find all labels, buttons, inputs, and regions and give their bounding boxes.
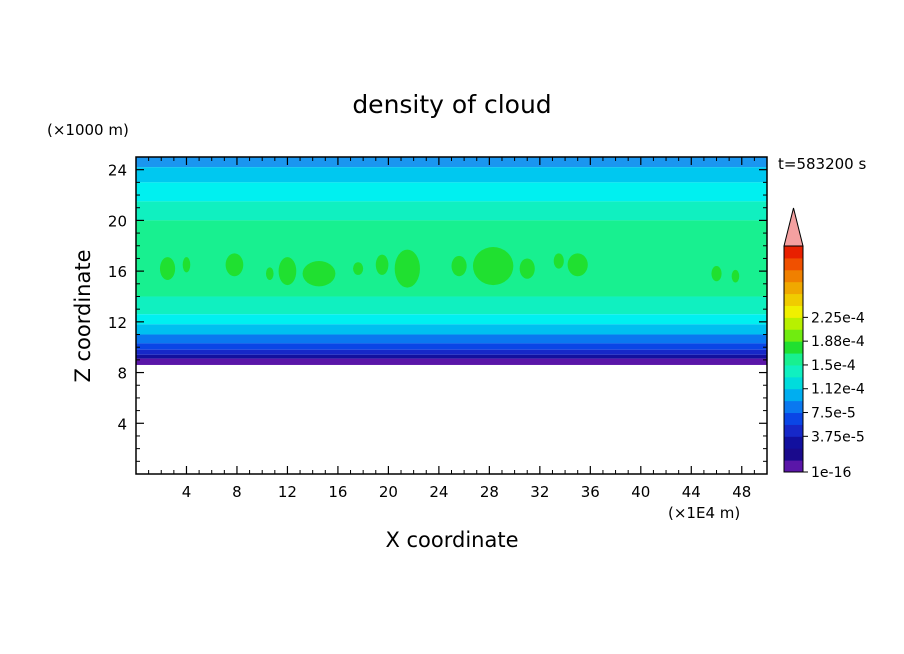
- cloud-patch-13: [567, 253, 588, 277]
- cloud-patch-14: [711, 266, 722, 282]
- cloud-patch-1: [182, 257, 191, 273]
- contour-band-6: [136, 314, 767, 325]
- colorbar-swatch-16: [784, 269, 803, 283]
- y-axis-label: Z coordinate: [71, 249, 95, 382]
- colorbar-swatch-17: [784, 257, 803, 271]
- colorbar-swatch-12: [784, 317, 803, 330]
- contour-band-0: [136, 157, 767, 168]
- colorbar-frame: [783, 245, 804, 473]
- x-tick-label: 12: [278, 483, 297, 501]
- colorbar-label: 1.5e-4: [811, 358, 856, 374]
- chart-title: density of cloud: [352, 90, 551, 119]
- y-tick-label: 20: [108, 212, 127, 230]
- colorbar-swatch-6: [784, 388, 803, 402]
- colorbar-label: 1.12e-4: [811, 382, 865, 398]
- x-tick-label: 40: [631, 483, 650, 501]
- cloud-patch-12: [553, 253, 564, 269]
- colorbar-swatch-13: [784, 305, 803, 318]
- cloud-patch-2: [225, 253, 244, 277]
- y-tick-label: 8: [117, 365, 127, 383]
- plot-frame: [135, 156, 768, 475]
- y-axis: 4 8 12 16 20 24: [108, 162, 767, 462]
- colorbar-label: 2.25e-4: [811, 310, 865, 326]
- x-unit-label: (×1E4 m): [668, 504, 740, 522]
- contour-band-1: [136, 167, 767, 183]
- contour-band-5: [136, 296, 767, 315]
- colorbar-label: 1e-16: [811, 465, 851, 481]
- cloud-patch-6: [353, 262, 364, 275]
- cloud-patch-10: [472, 247, 514, 286]
- cloud-patch-9: [451, 255, 467, 277]
- colorbar: 1e-16 3.75e-5 7.5e-5 1.12e-4 1.5e-4 1.88e-4 2.…: [783, 207, 865, 481]
- contour-band-9: [136, 343, 767, 350]
- colorbar-label: 3.75e-5: [811, 429, 865, 445]
- cloud-patch-15: [731, 269, 740, 283]
- colorbar-swatch-5: [784, 400, 803, 414]
- plot-area: [136, 157, 767, 365]
- x-axis: 4 8 12 16 20 24 28 32 36 40 44 48: [148, 157, 755, 501]
- y-tick-label: 16: [108, 263, 127, 281]
- cloud-patch-3: [265, 267, 274, 280]
- contour-band-3: [136, 201, 767, 221]
- colorbar-swatch-1: [784, 448, 803, 461]
- cloud-patch-0: [159, 257, 176, 280]
- y-unit-label: (×1000 m): [47, 121, 129, 139]
- x-tick-label: 24: [429, 483, 448, 501]
- contour-band-2: [136, 182, 767, 202]
- y-tick-label: 24: [108, 162, 127, 180]
- x-tick-label: 44: [682, 483, 701, 501]
- colorbar-extend-arrow: [783, 207, 804, 247]
- x-tick-label: 36: [581, 483, 600, 501]
- contour-band-7: [136, 324, 767, 335]
- colorbar-swatch-15: [784, 281, 803, 295]
- y-tick-label: 4: [117, 415, 127, 433]
- colorbar-swatch-3: [784, 424, 803, 437]
- colorbar-swatch-10: [784, 341, 803, 354]
- colorbar-swatch-4: [784, 412, 803, 425]
- x-tick-label: 16: [328, 483, 347, 501]
- cloud-patch-11: [519, 258, 535, 279]
- contour-band-10: [136, 349, 767, 355]
- x-tick-label: 32: [530, 483, 549, 501]
- cloud-patch-8: [394, 249, 420, 288]
- colorbar-swatch-14: [784, 293, 803, 306]
- contour-band-11: [136, 354, 767, 359]
- colorbar-swatch-11: [784, 329, 803, 342]
- cloud-patch-7: [375, 254, 389, 275]
- colorbar-swatch-0: [784, 460, 803, 473]
- contour-band-12: [136, 358, 767, 365]
- x-tick-label: 8: [232, 483, 242, 501]
- x-tick-label: 28: [480, 483, 499, 501]
- colorbar-swatch-2: [784, 436, 803, 449]
- cloud-patch-5: [302, 260, 336, 287]
- colorbar-swatch-8: [784, 364, 803, 378]
- x-tick-label: 48: [732, 483, 751, 501]
- colorbar-swatch-7: [784, 376, 803, 390]
- x-tick-label: 20: [379, 483, 398, 501]
- x-axis-label: X coordinate: [385, 528, 518, 552]
- cloud-patch-4: [278, 257, 297, 286]
- colorbar-swatch-18: [784, 246, 803, 259]
- y-tick-label: 12: [108, 314, 127, 332]
- contour-band-8: [136, 334, 767, 344]
- time-label: t=583200 s: [778, 155, 866, 173]
- colorbar-label: 7.5e-5: [811, 406, 856, 422]
- colorbar-swatch-9: [784, 353, 803, 366]
- colorbar-label: 1.88e-4: [811, 334, 865, 350]
- x-tick-label: 4: [182, 483, 192, 501]
